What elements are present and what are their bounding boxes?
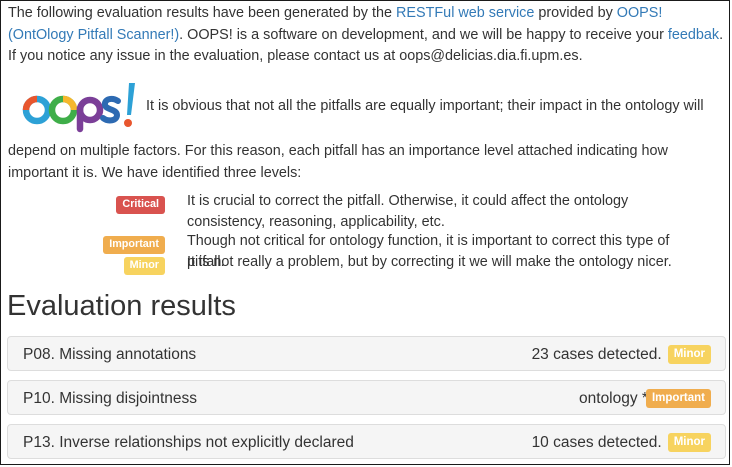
pitfall-summary: 10 cases detected. Minor	[532, 433, 711, 452]
minor-badge: Minor	[667, 433, 711, 452]
pitfall-panel-p10[interactable]: P10. Missing disjointness ontology * Imp…	[7, 380, 726, 415]
feedback-link[interactable]: feedbak	[667, 26, 720, 43]
intro-text-2: provided by	[534, 5, 617, 21]
pitfall-title: P08. Missing annotations	[23, 346, 197, 363]
pitfall-title: P13. Inverse relationships not explicitl…	[23, 434, 354, 451]
minor-description: It is not really a problem, but by corre…	[187, 254, 672, 270]
logo-row: It is obvious that not all the pitfalls …	[21, 77, 721, 139]
pitfall-panel-p08[interactable]: P08. Missing annotations 23 cases detect…	[7, 336, 726, 371]
pitfall-summary: ontology * Important	[579, 389, 711, 408]
minor-badge: Minor	[123, 257, 165, 275]
important-description: Though not critical for ontology functio…	[187, 233, 670, 270]
pitfall-title: P10. Missing disjointness	[23, 390, 198, 407]
intro-text-4: . If you notice any issue in the evaluat…	[8, 26, 724, 65]
restful-service-link[interactable]: RESTFul web service	[396, 5, 535, 21]
pitfall-detail: 23 cases detected.	[531, 346, 662, 363]
intro-text-3: . OOPS! is a software on development, an…	[179, 26, 668, 43]
important-badge: Important	[103, 236, 165, 254]
pitfall-summary: 23 cases detected. Minor	[532, 345, 711, 364]
important-badge: Important	[645, 389, 711, 408]
oops-link[interactable]: OOPS! (OntOlogy Pitfall Scanner!)	[8, 5, 663, 43]
importance-description: depend on multiple factors. For this rea…	[8, 143, 668, 181]
critical-badge: Critical	[116, 196, 165, 214]
oops-logo	[22, 83, 135, 133]
critical-description: It is crucial to correct the pitfall. Ot…	[187, 193, 629, 230]
pitfall-panel-p13[interactable]: P13. Inverse relationships not explicitl…	[7, 424, 726, 459]
pitfall-detail: ontology *	[579, 390, 648, 407]
intro-paragraph: The following evaluation results have be…	[8, 3, 724, 68]
intro-text-1: The following evaluation results have be…	[8, 5, 397, 21]
evaluation-results-heading: Evaluation results	[7, 290, 236, 322]
minor-badge: Minor	[667, 345, 711, 364]
pitfall-detail: 10 cases detected.	[531, 434, 662, 451]
importance-first-line: It is obvious that not all the pitfalls …	[146, 98, 704, 114]
